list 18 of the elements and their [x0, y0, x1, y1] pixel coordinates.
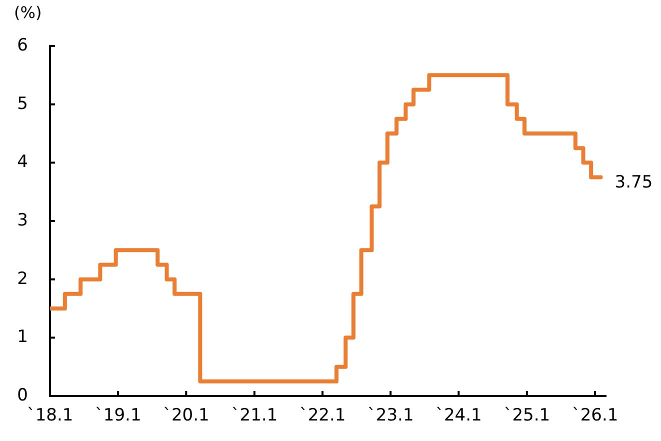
y-tick-label: 5 [17, 94, 28, 114]
x-tick-label: `20.1 [162, 406, 210, 426]
x-tick-label: `19.1 [94, 406, 142, 426]
annotation: 3.75 [614, 172, 653, 193]
y-tick-label: 1 [17, 327, 28, 348]
x-tick-label: `24.1 [435, 406, 482, 426]
y-tick-label: 0 [17, 385, 28, 406]
y-axis-title: (%) [14, 3, 42, 22]
x-tick-label: `18.1 [26, 406, 74, 426]
x-tick-label: `25.1 [504, 406, 550, 426]
y-tick-label: 4 [17, 152, 28, 172]
x-tick-label: `23.1 [367, 406, 414, 426]
y-tick-label: 3 [17, 210, 28, 230]
y-tick-label: 6 [17, 35, 28, 56]
x-tick-label: `26.1 [572, 406, 618, 426]
x-tick-label: `22.1 [299, 406, 346, 426]
x-tick-label: `21.1 [231, 406, 278, 426]
y-tick-label: 2 [17, 268, 28, 289]
